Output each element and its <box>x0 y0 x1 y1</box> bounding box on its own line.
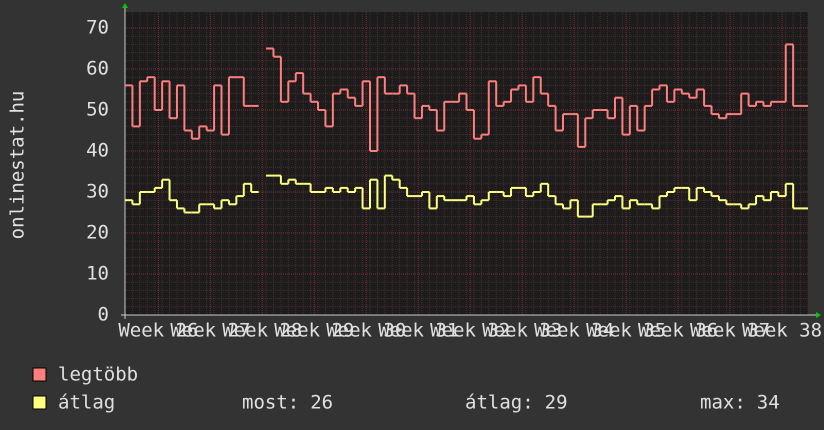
legend-swatch <box>32 367 47 382</box>
x-tick-label: Week 34 <box>534 320 614 342</box>
y-axis-label: onlinestat.hu <box>7 91 29 240</box>
y-tick-label: 60 <box>86 58 109 80</box>
x-tick-label: Week 27 <box>170 320 250 342</box>
x-tick-label: Week 28 <box>222 320 302 342</box>
y-tick-label: 0 <box>98 304 109 326</box>
x-tick-label: Week 29 <box>274 320 354 342</box>
stat-value: 34 <box>757 392 780 414</box>
y-tick-label: 40 <box>86 140 109 162</box>
x-tick-label: Week 33 <box>482 320 562 342</box>
stat-value: 29 <box>545 392 568 414</box>
stat-label: most: <box>242 392 299 414</box>
y-tick-label: 30 <box>86 181 109 203</box>
x-tick-label: Week 31 <box>378 320 458 342</box>
stat-label: átlag: <box>465 392 534 414</box>
x-tick-label: Week 37 <box>690 320 770 342</box>
legend-label: átlag <box>58 392 115 414</box>
x-tick-label: Week 38 <box>742 320 822 342</box>
x-tick-label: Week 36 <box>638 320 718 342</box>
legend-label: legtöbb <box>58 364 138 386</box>
y-tick-label: 10 <box>86 263 109 285</box>
axis-arrow <box>122 3 128 8</box>
axis-arrow <box>816 312 821 318</box>
stat-label: max: <box>700 392 746 414</box>
x-tick-label: Week 30 <box>326 320 406 342</box>
x-tick-label: Week 35 <box>586 320 666 342</box>
plot-area <box>125 12 808 315</box>
y-tick-label: 20 <box>86 222 109 244</box>
legend-swatch <box>32 395 47 410</box>
stat-value: 26 <box>310 392 333 414</box>
y-tick-label: 50 <box>86 99 109 121</box>
y-tick-label: 70 <box>86 17 109 39</box>
x-tick-label: Week 32 <box>430 320 510 342</box>
x-tick-label: Week 26 <box>118 320 198 342</box>
